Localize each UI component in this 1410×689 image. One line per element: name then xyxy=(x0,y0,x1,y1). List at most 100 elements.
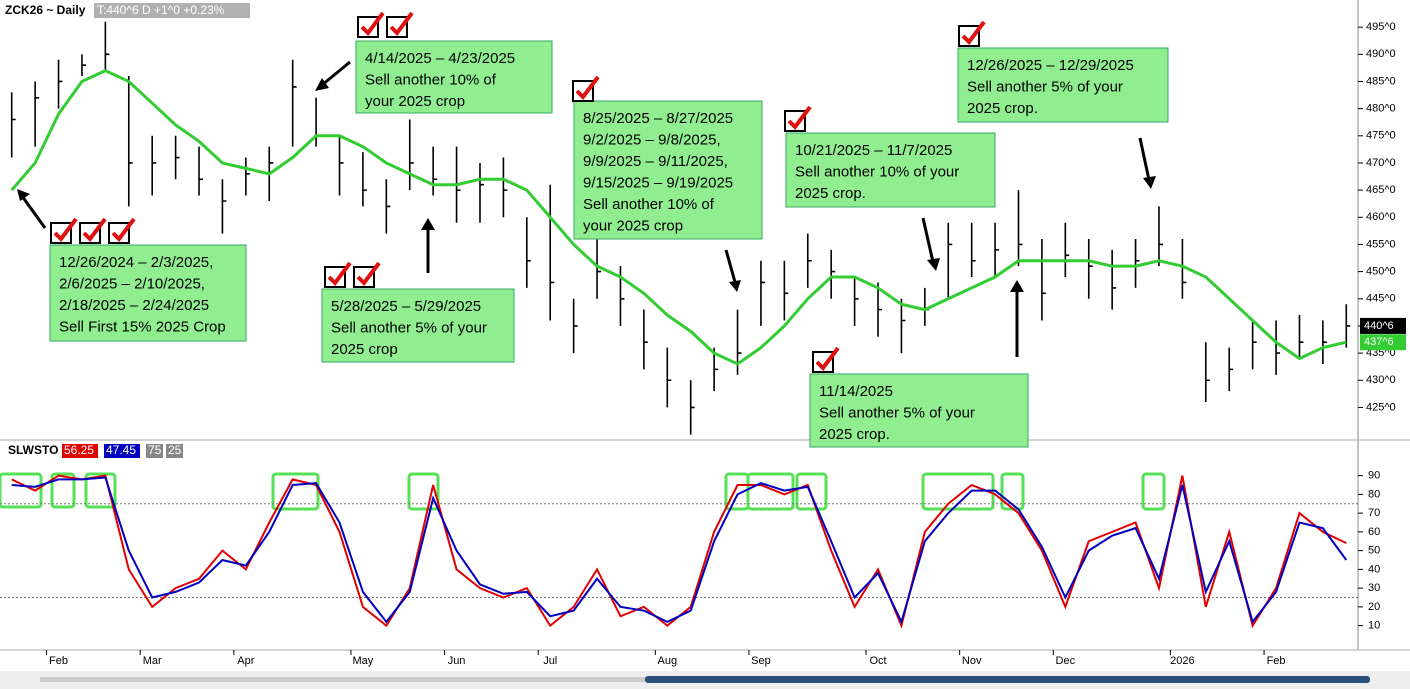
price-bar xyxy=(853,277,859,326)
price-bar xyxy=(221,179,227,234)
check-mark xyxy=(356,261,381,287)
price-bar xyxy=(549,184,555,321)
price-bar xyxy=(994,222,1000,278)
price-bar xyxy=(572,298,578,354)
price-bar xyxy=(198,146,204,196)
price-bar xyxy=(291,59,297,147)
annotation-text: 9/2/2025 – 9/8/2025, xyxy=(583,131,721,148)
level-value: 75 xyxy=(148,443,162,457)
price-bar xyxy=(1158,206,1163,267)
y-tick-label: 465^0 xyxy=(1366,184,1396,196)
price-bar xyxy=(1275,320,1281,375)
annotation-text: 12/26/2024 – 2/3/2025, xyxy=(59,254,213,271)
annotation-text: 2025 crop xyxy=(331,341,398,358)
price-bar xyxy=(1111,249,1117,310)
check-box xyxy=(79,222,101,244)
check-box xyxy=(812,351,834,373)
check-mark xyxy=(111,217,136,243)
value-badge xyxy=(104,444,140,458)
arrows xyxy=(20,60,1151,357)
y-tick-label: 455^0 xyxy=(1366,238,1396,250)
annotation-text: 4/14/2025 – 4/23/2025 xyxy=(365,50,515,67)
annotation-text: Sell First 15% 2025 Crop xyxy=(59,318,226,335)
price-bar xyxy=(783,260,789,321)
check-box xyxy=(50,222,72,244)
price-bar xyxy=(1134,239,1140,288)
y-tick-label: 20 xyxy=(1368,601,1380,613)
x-tick-label: Sep xyxy=(751,655,771,667)
price-bar xyxy=(1298,315,1304,359)
price-bar xyxy=(877,282,883,337)
price-bar xyxy=(947,222,953,299)
check-mark xyxy=(787,105,812,131)
moving-average xyxy=(10,68,1347,366)
price-bar xyxy=(127,76,133,207)
ma-value: 437^6 xyxy=(1364,336,1394,348)
price-bar xyxy=(806,233,812,288)
y-tick-label: 475^0 xyxy=(1366,130,1396,142)
check-box xyxy=(572,80,594,102)
x-tick-label: May xyxy=(353,655,374,667)
scroll-thumb[interactable] xyxy=(645,676,1370,683)
annotation-text: 2/18/2025 – 2/24/2025 xyxy=(59,297,209,314)
check-box xyxy=(353,266,375,288)
price-bar xyxy=(1181,239,1187,299)
ma-badge xyxy=(1360,334,1406,351)
price-bar xyxy=(1322,320,1327,364)
current-value: 47.45 xyxy=(106,443,136,457)
y-tick-label: 40 xyxy=(1368,563,1380,575)
check-box xyxy=(958,25,980,47)
check-mark xyxy=(327,261,352,287)
x-tick-label: Mar xyxy=(143,655,162,667)
x-tick-label: Dec xyxy=(1056,655,1076,667)
y-tick-label: 490^0 xyxy=(1366,48,1396,60)
price-bar xyxy=(81,54,86,77)
value-badge xyxy=(62,444,98,458)
price-bar xyxy=(502,157,508,218)
annotation-text: 9/9/2025 – 9/11/2025, xyxy=(583,153,728,170)
price-bar xyxy=(689,380,695,435)
price-bar xyxy=(1228,347,1234,392)
y-tick-label: 445^0 xyxy=(1366,293,1396,305)
price-bar xyxy=(385,179,391,234)
highlight-boxes xyxy=(0,472,1166,511)
annotation-text: 11/14/2025 xyxy=(819,383,893,400)
arrow-heads xyxy=(17,78,1156,292)
price-bar xyxy=(1017,190,1023,267)
x-tick-label: 2026 xyxy=(1170,655,1194,667)
current-value: 56.25 xyxy=(64,443,94,457)
annotation-box xyxy=(809,373,1029,448)
y-tick-label: 90 xyxy=(1368,470,1380,482)
check-mark xyxy=(575,75,600,101)
annotation-text: 2025 crop. xyxy=(795,185,866,202)
y-tick-label: 480^0 xyxy=(1366,103,1396,115)
annotation-text: 8/25/2025 – 8/27/2025 xyxy=(583,110,733,127)
price-bar xyxy=(245,157,250,196)
y-tick-label: 470^0 xyxy=(1366,157,1396,169)
info: T:440^6 D +1^0 +0.23% xyxy=(97,3,225,17)
price-bar xyxy=(1251,320,1257,370)
annotation-text: 10/21/2025 – 11/7/2025 xyxy=(795,142,952,159)
price-bar xyxy=(1205,342,1210,402)
price-bar xyxy=(1041,239,1046,321)
annotation-text: your 2025 crop xyxy=(365,93,465,110)
x-tick-label: Feb xyxy=(1267,655,1286,667)
price-bar xyxy=(713,347,719,392)
y-tick-label: 10 xyxy=(1368,620,1380,632)
symbol: ZCK26 ~ Daily xyxy=(5,3,86,17)
y-tick-label: 460^0 xyxy=(1366,211,1396,223)
annotation-box xyxy=(355,40,553,114)
x-tick-label: Apr xyxy=(237,655,254,667)
annotation-text: 2025 crop. xyxy=(819,426,890,443)
check-mark xyxy=(961,20,986,46)
price-bar xyxy=(408,119,414,191)
price-bar xyxy=(666,347,672,408)
annotation-text: 5/28/2025 – 5/29/2025 xyxy=(331,298,481,315)
price-bar xyxy=(526,217,531,288)
annotation-text: 2/6/2025 – 2/10/2025, xyxy=(59,275,205,292)
annotation-box xyxy=(321,288,515,363)
check-mark xyxy=(815,346,840,372)
y-tick-label: 30 xyxy=(1368,582,1380,594)
check-box xyxy=(357,16,379,38)
